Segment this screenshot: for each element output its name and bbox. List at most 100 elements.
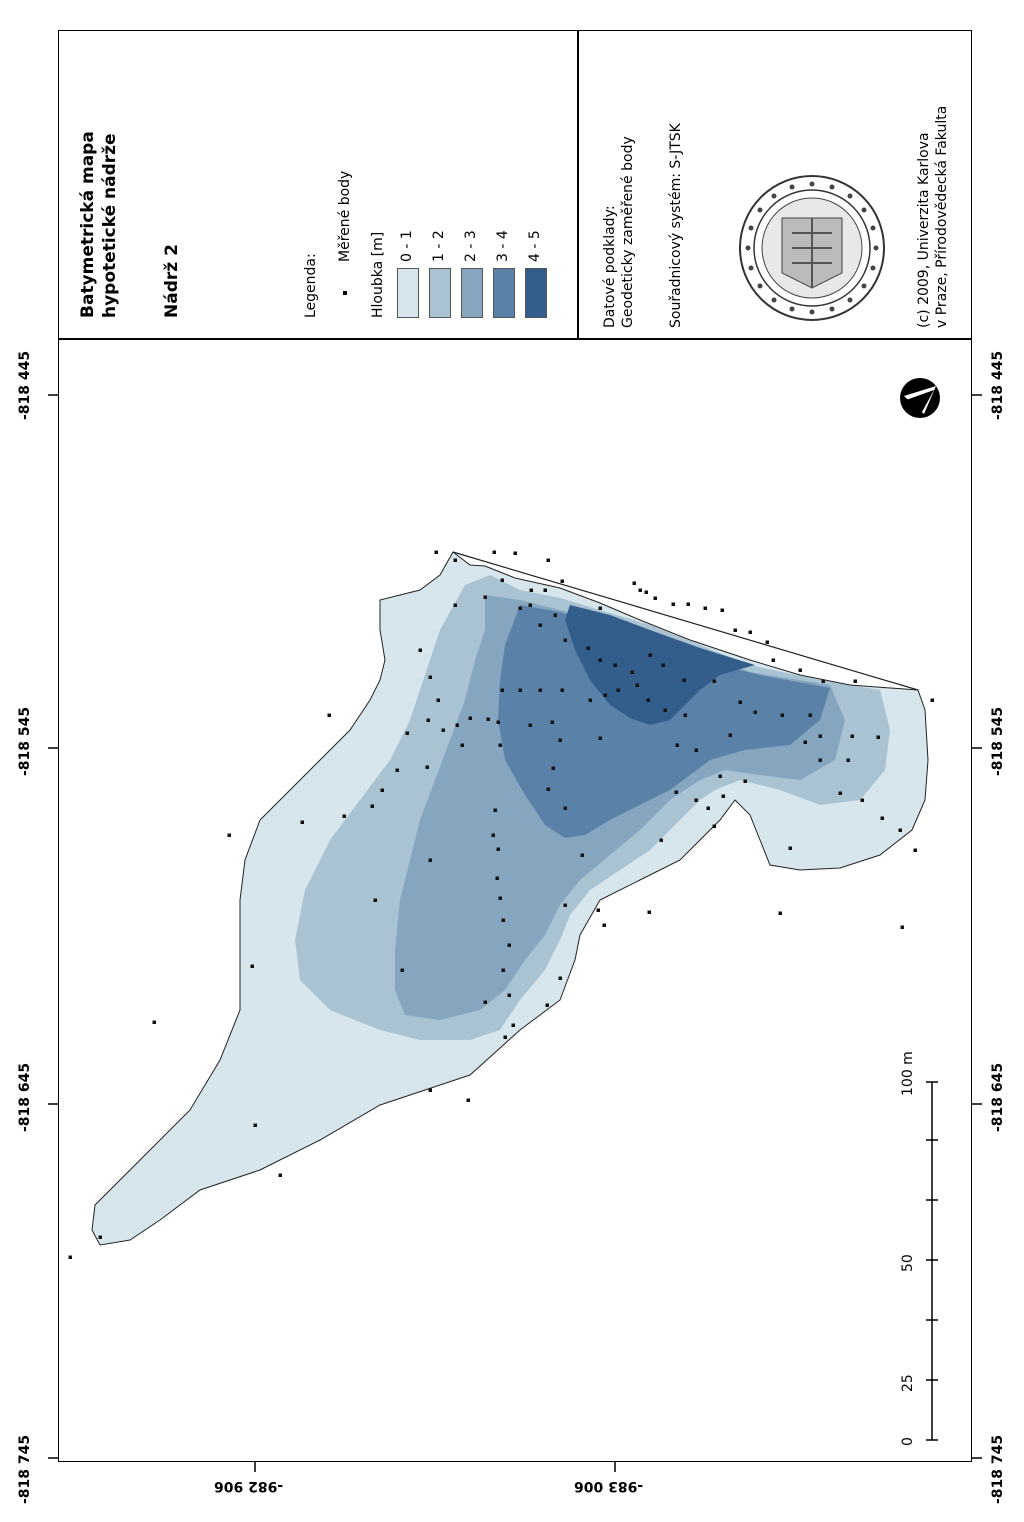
measured-point — [880, 816, 884, 820]
measured-point — [513, 551, 517, 555]
scale-label-25: 25 — [900, 1374, 916, 1392]
measured-point — [563, 806, 567, 810]
measured-point — [703, 606, 707, 610]
measured-point — [545, 1003, 549, 1007]
grid-ticks — [48, 394, 982, 1472]
measured-point — [503, 1035, 507, 1039]
measured-point — [898, 828, 902, 832]
measured-point — [498, 896, 502, 900]
coord-left-2: -818 545 — [17, 706, 33, 776]
measured-point — [733, 628, 737, 632]
measured-point — [616, 688, 620, 692]
measured-point — [495, 876, 499, 880]
measured-point — [674, 790, 678, 794]
measured-point — [913, 848, 917, 852]
measured-point — [682, 678, 686, 682]
dam-line — [452, 551, 919, 691]
legend-swatch-4 — [525, 268, 547, 318]
measured-point — [507, 943, 511, 947]
info-divider — [577, 30, 579, 339]
measured-point — [253, 1123, 257, 1127]
measured-point — [425, 765, 429, 769]
measured-point — [671, 602, 675, 606]
measured-point — [653, 596, 657, 600]
measured-point — [428, 1088, 432, 1092]
measured-point — [466, 1098, 470, 1102]
coord-left-3: -818 645 — [17, 1062, 33, 1132]
measured-point — [492, 550, 496, 554]
measured-point — [721, 794, 725, 798]
measured-point — [694, 748, 698, 752]
legend-class-label-3: 3 - 4 — [495, 230, 511, 262]
measured-point — [538, 688, 542, 692]
measured-point — [436, 698, 440, 702]
measured-point — [663, 708, 667, 712]
measured-point — [511, 1023, 515, 1027]
measured-point — [596, 908, 600, 912]
measured-point — [712, 679, 716, 683]
measured-point — [395, 768, 399, 772]
coord-bottom-1: -982 906 — [214, 1478, 284, 1494]
measured-point — [538, 623, 542, 627]
measured-point — [635, 683, 639, 687]
measured-point — [598, 658, 602, 662]
measured-point — [586, 646, 590, 650]
measured-point — [778, 911, 782, 915]
measured-point — [560, 688, 564, 692]
measured-point — [496, 720, 500, 724]
measured-point — [712, 824, 716, 828]
measured-point — [300, 820, 304, 824]
measured-point — [546, 787, 550, 791]
measured-point — [373, 898, 377, 902]
measured-point — [98, 1235, 102, 1239]
map-subtitle: Nádrž 2 — [162, 244, 182, 318]
measured-point — [659, 838, 663, 842]
measured-point — [496, 847, 500, 851]
measured-point — [694, 798, 698, 802]
measured-point — [453, 558, 457, 562]
measured-point — [418, 648, 422, 652]
panel-divider — [58, 338, 972, 340]
measured-point — [507, 993, 511, 997]
coord-right-2: -818 545 — [990, 706, 1006, 776]
measured-point — [850, 734, 854, 738]
map-title-line2: hypotetické nádrže — [100, 133, 120, 318]
measured-point — [821, 679, 825, 683]
measured-point — [900, 925, 904, 929]
measured-point — [405, 731, 409, 735]
measured-point — [563, 903, 567, 907]
map-frame — [58, 30, 972, 1462]
measured-point — [780, 713, 784, 717]
measured-point — [748, 630, 752, 634]
measured-point — [675, 743, 679, 747]
measured-point — [588, 698, 592, 702]
measured-point — [738, 700, 742, 704]
coord-right-4: -818 745 — [990, 1434, 1006, 1504]
measured-point — [646, 698, 650, 702]
measured-point — [638, 588, 642, 592]
measured-point — [838, 791, 842, 795]
measured-point — [500, 688, 504, 692]
scale-bar — [926, 1081, 938, 1441]
measured-point — [718, 774, 722, 778]
coord-right-3: -818 645 — [990, 1062, 1006, 1132]
measured-point — [498, 743, 502, 747]
measured-point — [798, 668, 802, 672]
depth-zone-4-5 — [565, 605, 755, 725]
measured-point — [550, 720, 554, 724]
legend-points-label: Měřené body — [337, 170, 353, 262]
measured-point — [553, 613, 557, 617]
measured-point — [876, 735, 880, 739]
measured-point — [560, 579, 564, 583]
legend-class-label-2: 2 - 3 — [463, 230, 479, 262]
measured-points — [68, 550, 934, 1259]
measured-point — [493, 808, 497, 812]
measured-point — [630, 670, 634, 674]
measured-point — [227, 833, 231, 837]
point-symbol-icon — [343, 291, 347, 295]
measured-point — [278, 1173, 282, 1177]
measured-point — [380, 788, 384, 792]
measured-point — [68, 1255, 72, 1259]
measured-point — [580, 853, 584, 857]
